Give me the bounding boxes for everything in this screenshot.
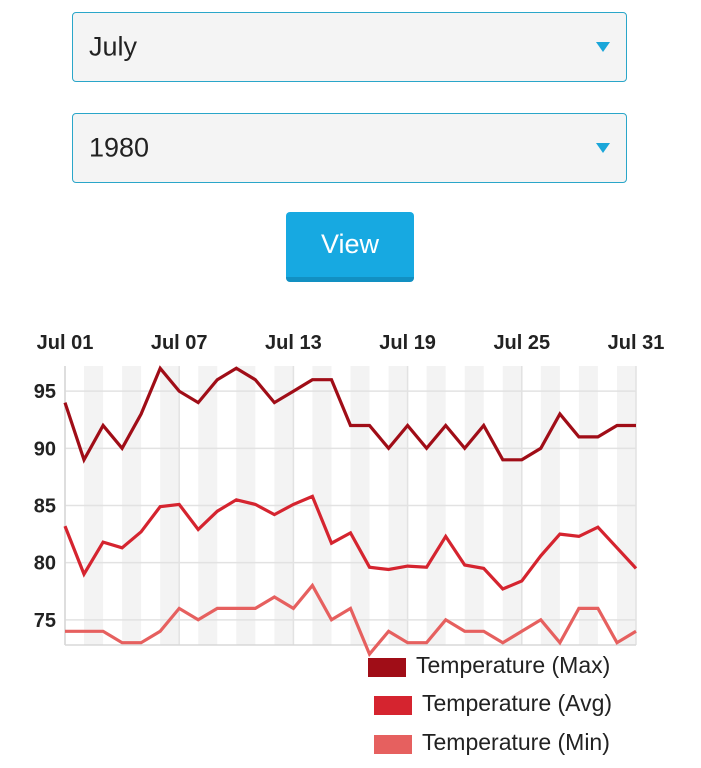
y-tick-label: 95 <box>34 381 56 403</box>
temperature-chart: Jul 01 Jul 07 Jul 13 Jul 19 Jul 25 Jul 31 75 8… <box>34 332 665 658</box>
view-button[interactable]: View <box>286 212 414 282</box>
month-select-value: July <box>89 31 138 62</box>
legend-label-avg: Temperature (Avg) <box>422 690 613 716</box>
y-tick-label: 90 <box>34 438 56 460</box>
y-tick-label: 75 <box>34 610 56 632</box>
legend-label-max: Temperature (Max) <box>416 652 611 678</box>
legend-swatch-min <box>374 735 412 754</box>
year-select[interactable]: 1980 <box>72 113 627 183</box>
y-tick-label: 85 <box>34 496 56 518</box>
x-tick-label: Jul 01 <box>37 332 94 354</box>
chevron-down-icon[interactable] <box>596 42 610 52</box>
year-select-value: 1980 <box>89 132 150 163</box>
legend-swatch-max <box>368 658 406 677</box>
chevron-down-icon[interactable] <box>596 143 610 153</box>
x-tick-label: Jul 19 <box>379 332 436 354</box>
legend-swatch-avg <box>374 696 412 715</box>
x-tick-label: Jul 25 <box>493 332 550 354</box>
series-line-avg <box>63 494 638 591</box>
legend-label-min: Temperature (Min) <box>422 729 610 755</box>
month-select[interactable]: July <box>72 12 627 82</box>
x-tick-label: Jul 13 <box>265 332 322 354</box>
x-tick-label: Jul 07 <box>151 332 208 354</box>
x-tick-label: Jul 31 <box>608 332 665 354</box>
series-line-max <box>63 365 636 464</box>
series-line-min <box>65 582 637 658</box>
y-tick-label: 80 <box>34 553 56 575</box>
